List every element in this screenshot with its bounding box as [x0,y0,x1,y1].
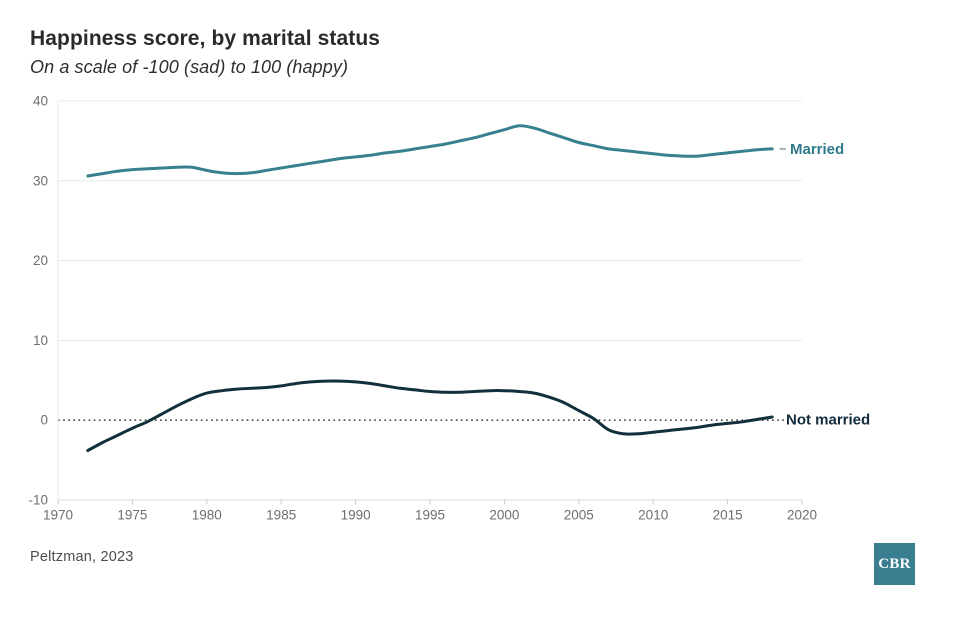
chart-subtitle: On a scale of -100 (sad) to 100 (happy) [30,57,349,77]
svg-text:1980: 1980 [192,508,222,523]
svg-text:2005: 2005 [564,508,594,523]
svg-text:1995: 1995 [415,508,445,523]
svg-text:1975: 1975 [117,508,147,523]
source-credit: Peltzman, 2023 [30,549,134,565]
gridlines [58,100,802,422]
svg-text:0: 0 [40,413,48,428]
svg-text:1990: 1990 [341,508,371,523]
data-series-lines [86,124,786,452]
svg-text:2015: 2015 [713,508,743,523]
series-label-married: Married [790,141,844,158]
svg-text:30: 30 [33,173,48,188]
happiness-line-chart: -10 0 10 20 30 40 1970 1975 1980 1985 1990 1995 2000… [28,94,870,523]
svg-text:2010: 2010 [638,508,668,523]
svg-text:20: 20 [33,253,48,268]
cbr-logo-text: CBR [878,555,911,572]
cbr-logo: CBR [874,543,915,585]
svg-text:1970: 1970 [43,508,73,523]
svg-text:1985: 1985 [266,508,296,523]
svg-text:2020: 2020 [787,508,817,523]
svg-text:2000: 2000 [489,508,519,523]
svg-text:40: 40 [33,94,48,109]
svg-text:10: 10 [33,333,48,348]
axes [57,101,803,505]
axis-tick-labels: -10 0 10 20 30 40 1970 1975 1980 1985 1990 1995 2000… [28,94,817,523]
svg-text:-10: -10 [28,493,48,508]
page-title: Happiness score, by marital status [30,27,381,50]
series-label-not-married: Not married [786,412,870,429]
